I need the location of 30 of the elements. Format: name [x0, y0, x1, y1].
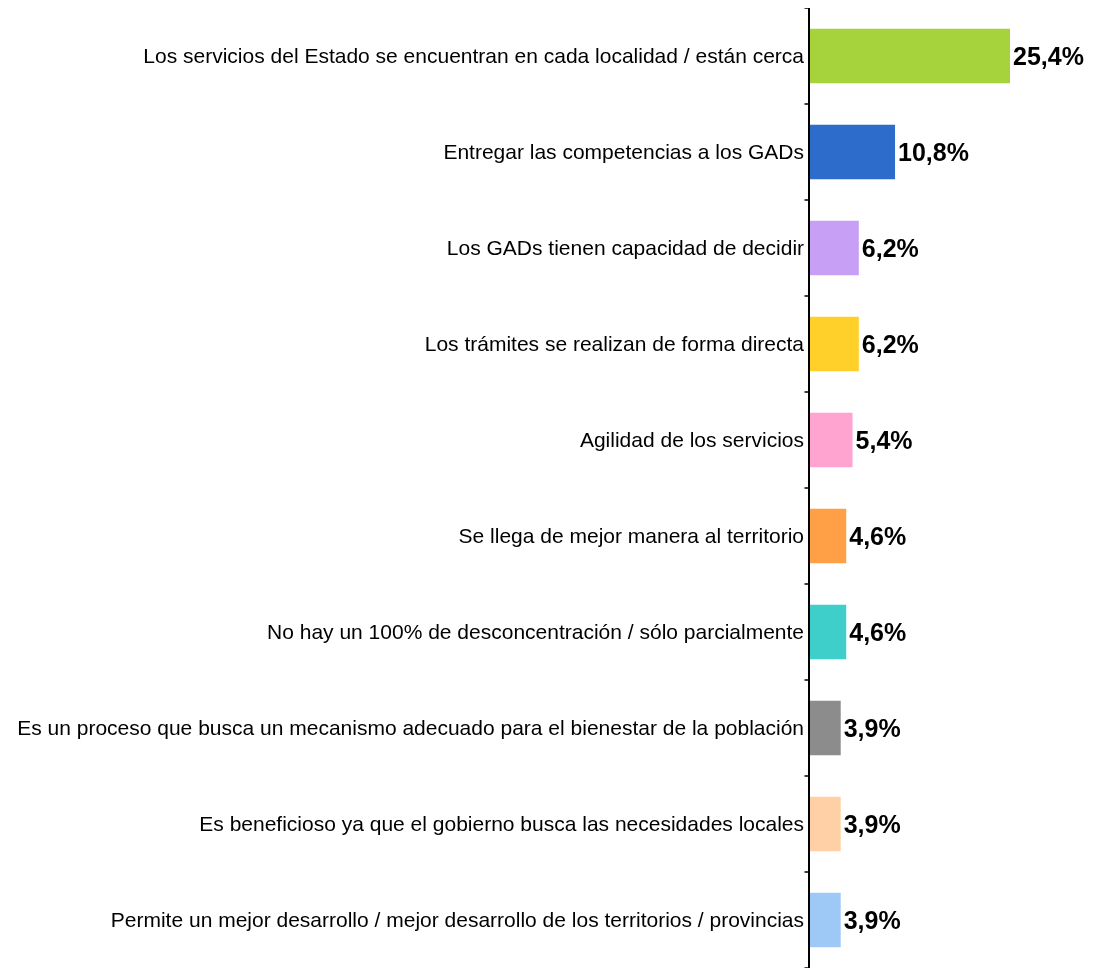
bar	[810, 604, 847, 660]
y-tick-label: Se llega de mejor manera al territorio	[458, 524, 805, 548]
data-label: 5,4%	[855, 426, 913, 454]
y-tick-label: Los trámites se realizan de forma directa	[424, 332, 805, 356]
bar	[810, 220, 859, 276]
data-label: 6,2%	[861, 330, 919, 358]
bar	[810, 700, 841, 756]
bar	[810, 892, 841, 948]
y-tick-label: Los servicios del Estado se encuentran en cada localidad / están cerca	[143, 44, 805, 68]
y-tick-label: Entregar las competencias a los GADs	[443, 140, 805, 164]
bar	[810, 796, 841, 852]
data-label: 4,6%	[849, 522, 907, 550]
data-label: 3,9%	[843, 714, 901, 742]
y-tick-label: Es un proceso que busca un mecanismo adecuado para el bienestar de la población	[17, 716, 805, 740]
data-label: 3,9%	[843, 810, 901, 838]
bar	[810, 412, 853, 468]
bar	[810, 124, 896, 180]
data-label: 3,9%	[843, 906, 901, 934]
y-tick-label: Es beneficioso ya que el gobierno busca las necesidades locales	[199, 812, 805, 836]
data-label: 10,8%	[898, 138, 969, 166]
bar	[810, 508, 847, 564]
y-tick-label: Los GADs tienen capacidad de decidir	[446, 236, 805, 260]
data-label: 6,2%	[861, 234, 919, 262]
y-tick-label: Agilidad de los servicios	[579, 428, 805, 452]
bar	[810, 316, 859, 372]
data-label: 25,4%	[1013, 42, 1084, 70]
bar	[810, 28, 1010, 84]
y-tick-label: No hay un 100% de desconcentración / sólo parcialmente	[267, 620, 805, 644]
y-tick-label: Permite un mejor desarrollo / mejor desarrollo de los territorios / provincias	[110, 908, 805, 932]
data-label: 4,6%	[849, 618, 907, 646]
